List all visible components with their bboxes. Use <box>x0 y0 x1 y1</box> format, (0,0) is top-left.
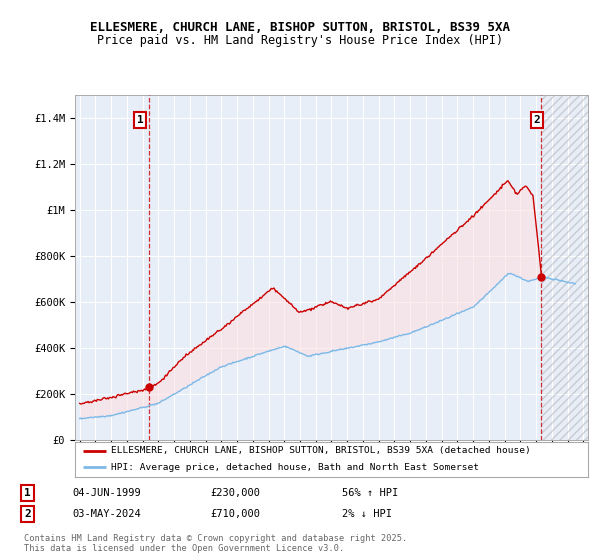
Text: HPI: Average price, detached house, Bath and North East Somerset: HPI: Average price, detached house, Bath… <box>111 463 479 472</box>
Text: 56% ↑ HPI: 56% ↑ HPI <box>342 488 398 498</box>
Text: ELLESMERE, CHURCH LANE, BISHOP SUTTON, BRISTOL, BS39 5XA: ELLESMERE, CHURCH LANE, BISHOP SUTTON, B… <box>90 21 510 34</box>
Text: Price paid vs. HM Land Registry's House Price Index (HPI): Price paid vs. HM Land Registry's House … <box>97 34 503 46</box>
Text: 03-MAY-2024: 03-MAY-2024 <box>72 509 141 519</box>
Text: 1: 1 <box>137 115 143 125</box>
Text: 2% ↓ HPI: 2% ↓ HPI <box>342 509 392 519</box>
Text: 2: 2 <box>533 115 540 125</box>
Text: ELLESMERE, CHURCH LANE, BISHOP SUTTON, BRISTOL, BS39 5XA (detached house): ELLESMERE, CHURCH LANE, BISHOP SUTTON, B… <box>111 446 530 455</box>
Text: Contains HM Land Registry data © Crown copyright and database right 2025.
This d: Contains HM Land Registry data © Crown c… <box>24 534 407 553</box>
Text: £230,000: £230,000 <box>210 488 260 498</box>
Text: 04-JUN-1999: 04-JUN-1999 <box>72 488 141 498</box>
Text: 1: 1 <box>24 488 31 498</box>
Text: 2: 2 <box>24 509 31 519</box>
Text: £710,000: £710,000 <box>210 509 260 519</box>
